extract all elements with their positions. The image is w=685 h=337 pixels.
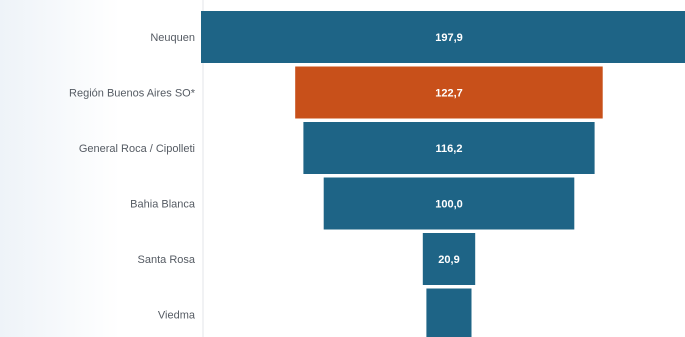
data-label: 100,0 (435, 199, 463, 211)
funnel-bar[interactable] (323, 177, 575, 230)
data-label: 197,9 (435, 32, 463, 44)
funnel-bar[interactable] (422, 233, 476, 285)
category-label: Región Buenos Aires SO* (69, 88, 196, 100)
category-label: General Roca / Cipolleti (79, 143, 195, 155)
category-label: Viedma (158, 310, 196, 322)
funnel-bar[interactable] (426, 288, 472, 337)
funnel-bar[interactable] (201, 11, 685, 63)
category-label: Santa Rosa (138, 254, 196, 266)
data-label: 20,9 (438, 254, 459, 266)
data-label: 122,7 (435, 88, 463, 100)
funnel-bar[interactable] (295, 66, 603, 119)
funnel-bar[interactable] (303, 122, 595, 174)
data-label: 116,2 (436, 143, 463, 155)
category-label: Bahia Blanca (130, 199, 196, 211)
category-label: Neuquen (150, 32, 195, 44)
